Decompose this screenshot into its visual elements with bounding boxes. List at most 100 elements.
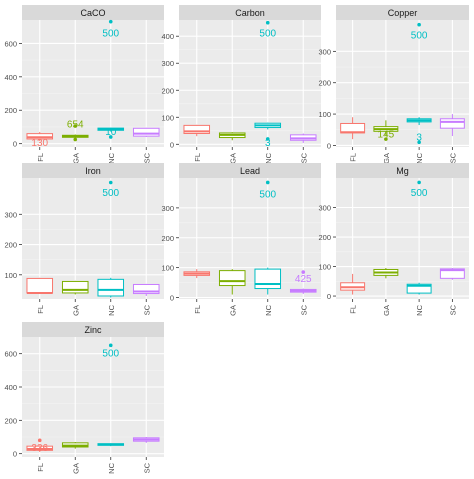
annotation-label-caco: 10	[105, 127, 117, 138]
x-tick-label-ga: GA	[382, 305, 391, 316]
x-tick-label-fl: FL	[36, 153, 45, 162]
box-iron-fl	[26, 277, 54, 294]
x-tick-label-fl: FL	[193, 305, 202, 314]
annotation-label-zinc: 336	[31, 443, 48, 454]
facet-strip-mg	[336, 163, 469, 178]
annotation-label-caco: 654	[67, 119, 84, 130]
facet-strip-carbon	[179, 5, 321, 20]
outlier-point-caco-ga	[73, 124, 78, 128]
outlier-point-copper-ga	[384, 137, 388, 141]
facet-strip-caco	[22, 5, 164, 20]
annotation-label-iron: 500	[102, 188, 119, 199]
box-iron-sc	[132, 283, 160, 295]
annotation-label-zinc: 500	[102, 349, 119, 360]
x-tick-label-fl: FL	[36, 305, 45, 314]
box-mg-sc	[439, 268, 465, 279]
facet-title-mg: Mg	[396, 166, 409, 176]
outlier-point-copper-nc	[417, 22, 421, 27]
x-tick-label-sc: SC	[142, 152, 151, 163]
annotation-label-carbon: 500	[259, 29, 276, 40]
x-tick-label-nc: NC	[415, 304, 424, 315]
outlier-point-carbon-nc	[265, 20, 270, 25]
y-tick-label: 200	[161, 234, 174, 243]
x-tick-label-ga: GA	[228, 153, 237, 164]
x-tick-label-sc: SC	[299, 152, 308, 163]
x-tick-label-sc: SC	[142, 462, 151, 473]
outlier-point-iron-nc	[108, 180, 113, 185]
annotation-label-copper: 500	[411, 31, 428, 42]
x-tick-label-ga: GA	[228, 305, 237, 316]
facet-strip-lead	[179, 163, 321, 178]
facet-title-lead: Lead	[240, 166, 260, 176]
x-tick-label-sc: SC	[142, 304, 151, 315]
x-tick-label-nc: NC	[107, 304, 116, 315]
outlier-point-carbon-nc	[265, 137, 270, 141]
y-tick-label: 100	[4, 271, 17, 280]
y-tick-label: 200	[161, 86, 174, 95]
y-tick-label: 400	[4, 73, 17, 82]
outlier-point-copper-nc	[417, 140, 421, 145]
y-tick-label: 300	[161, 204, 174, 213]
y-tick-label: 200	[318, 233, 331, 242]
x-tick-label-ga: GA	[71, 305, 80, 316]
y-tick-label: 200	[318, 79, 331, 88]
outlier-point-caco-nc	[108, 19, 113, 24]
x-tick-label-nc: NC	[107, 152, 116, 163]
y-tick-label: 200	[4, 106, 17, 115]
facet-strip-zinc	[22, 322, 164, 337]
facet-strip-copper	[336, 5, 469, 20]
x-tick-label-nc: NC	[264, 152, 273, 163]
panel-background-lead	[179, 178, 321, 299]
y-tick-label: 100	[161, 113, 174, 122]
y-tick-label: 0	[170, 140, 174, 149]
x-tick-label-nc: NC	[415, 152, 424, 163]
y-tick-label: 0	[13, 450, 17, 459]
outlier-point-mg-nc	[417, 180, 421, 185]
annotation-label-lead: 500	[259, 189, 276, 200]
facet-title-copper: Copper	[388, 8, 418, 18]
outlier-point-zinc-fl	[37, 438, 42, 443]
x-tick-label-fl: FL	[36, 463, 45, 472]
x-tick-label-fl: FL	[193, 153, 202, 162]
x-tick-label-ga: GA	[71, 153, 80, 164]
annotation-label-lead: 425	[295, 274, 312, 285]
facet-title-carbon: Carbon	[235, 8, 265, 18]
y-tick-label: 0	[13, 140, 17, 149]
box-copper-sc	[439, 118, 465, 129]
annotation-label-copper: 145	[378, 129, 395, 140]
box-iron-nc	[97, 278, 125, 297]
y-tick-label: 0	[170, 294, 174, 303]
x-tick-label-ga: GA	[71, 463, 80, 474]
y-tick-label: 200	[4, 416, 17, 425]
outlier-point-caco-ga	[73, 137, 78, 142]
y-tick-label: 600	[4, 350, 17, 359]
y-tick-label: 0	[327, 141, 331, 150]
box-lead-nc	[254, 268, 282, 290]
box-caco-sc	[132, 127, 160, 137]
x-tick-label-sc: SC	[299, 304, 308, 315]
facet-title-caco: CaCO	[80, 8, 105, 18]
y-tick-label: 300	[318, 204, 331, 213]
box-mg-nc	[406, 283, 432, 294]
box-caco-fl	[26, 133, 54, 140]
outlier-point-zinc-nc	[108, 343, 113, 348]
x-tick-label-fl: FL	[349, 153, 358, 162]
annotation-label-caco: 500	[102, 28, 119, 39]
annotation-label-mg: 500	[411, 188, 428, 199]
outlier-point-caco-nc	[108, 135, 113, 139]
x-tick-label-fl: FL	[349, 305, 358, 314]
x-tick-label-sc: SC	[448, 152, 457, 163]
y-tick-label: 300	[4, 210, 17, 219]
box-lead-ga	[218, 270, 246, 287]
facet-strip-iron	[22, 163, 164, 178]
outlier-point-lead-sc	[301, 270, 306, 274]
y-tick-label: 300	[318, 47, 331, 56]
x-tick-label-sc: SC	[448, 304, 457, 315]
box-carbon-fl	[183, 124, 211, 134]
x-tick-label-ga: GA	[382, 153, 391, 164]
panel-background-caco	[22, 20, 164, 147]
y-tick-label: 300	[161, 59, 174, 68]
x-tick-label-nc: NC	[107, 462, 116, 473]
y-tick-label: 100	[318, 263, 331, 272]
